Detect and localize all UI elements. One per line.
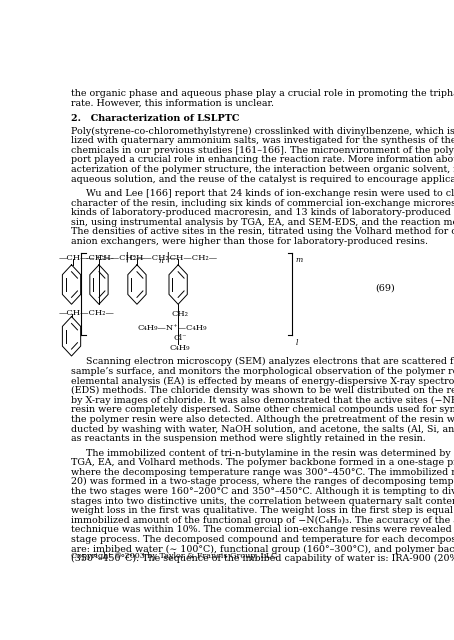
- Text: chemicals in our previous studies [161–166]. The microenvironment of the polymer: chemicals in our previous studies [161–1…: [71, 146, 454, 155]
- Text: 20) was formed in a two-stage process, where the ranges of decomposing temperatu: 20) was formed in a two-stage process, w…: [71, 477, 454, 486]
- Text: (350°–450°C). The sequence of the imbibed capability of water is: IRA-900 (20%) : (350°–450°C). The sequence of the imbibe…: [71, 554, 454, 563]
- Text: The immobilized content of tri-n-butylamine in the resin was determined by the: The immobilized content of tri-n-butylam…: [71, 449, 454, 458]
- Text: C₄H₉: C₄H₉: [169, 344, 190, 351]
- Text: technique was within 10%. The commercial ion-exchange resins were revealed in a : technique was within 10%. The commercial…: [71, 525, 454, 534]
- Text: the polymer resin were also detected. Although the pretreatment of the resin was: the polymer resin were also detected. Al…: [71, 415, 454, 424]
- Text: as reactants in the suspension method were slightly retained in the resin.: as reactants in the suspension method we…: [71, 434, 425, 443]
- Text: Cl⁻: Cl⁻: [174, 334, 188, 342]
- Text: Poly(styrene-co-chloromethylstyrene) crosslinked with divinylbenzene, which is i: Poly(styrene-co-chloromethylstyrene) cro…: [71, 127, 454, 136]
- Text: CH—CH₂—: CH—CH₂—: [167, 254, 217, 262]
- Text: sin, using instrumental analysis by TGA, EA, and SEM-EDS, and the reaction metho: sin, using instrumental analysis by TGA,…: [71, 218, 454, 227]
- Text: n: n: [159, 257, 163, 265]
- Text: character of the resin, including six kinds of commercial ion-exchange microresi: character of the resin, including six ki…: [71, 198, 454, 207]
- Text: lized with quaternary ammonium salts, was investigated for the synthesis of the : lized with quaternary ammonium salts, wa…: [71, 136, 454, 145]
- Text: by X-ray images of chloride. It was also demonstrated that the active sites (−NR: by X-ray images of chloride. It was also…: [71, 396, 454, 404]
- Text: |: |: [164, 252, 171, 262]
- Text: (69): (69): [375, 284, 395, 292]
- Text: l: l: [295, 339, 298, 348]
- Text: Wu and Lee [166] report that 24 kinds of ion-exchange resin were used to clarify: Wu and Lee [166] report that 24 kinds of…: [71, 189, 454, 198]
- Text: kinds of laboratory-produced macroresin, and 13 kinds of laboratory-produced mic: kinds of laboratory-produced macroresin,…: [71, 208, 454, 217]
- Text: CH₂: CH₂: [171, 310, 188, 318]
- Text: stage process. The decomposed compound and temperature for each decomposition st: stage process. The decomposed compound a…: [71, 535, 454, 544]
- Text: ducted by washing with water, NaOH solution, and acetone, the salts (Al, Si, and: ducted by washing with water, NaOH solut…: [71, 424, 454, 434]
- Text: anion exchangers, were higher than those for laboratory-produced resins.: anion exchangers, were higher than those…: [71, 237, 428, 246]
- Text: —CH—CH₂—: —CH—CH₂—: [59, 254, 114, 262]
- Text: — CH—CH₂—: — CH—CH₂—: [86, 254, 144, 262]
- Text: elemental analysis (EA) is effected by means of energy-dispersive X-ray spectrom: elemental analysis (EA) is effected by m…: [71, 376, 454, 385]
- Text: TGA, EA, and Volhard methods. The polymer backbone formed in a one-stage process: TGA, EA, and Volhard methods. The polyme…: [71, 458, 454, 467]
- Text: immobilized amount of the functional group of −N(C₄H₉)₃. The accuracy of the ana: immobilized amount of the functional gro…: [71, 516, 454, 525]
- Text: stages into two distinctive units, the correlation between quaternary salt conte: stages into two distinctive units, the c…: [71, 497, 454, 506]
- Text: where the decomposing temperature range was 300°–450°C. The immobilized resin (m: where the decomposing temperature range …: [71, 468, 454, 477]
- Text: are: imbibed water (∼ 100°C), functional group (160°–300°C), and polymer backbon: are: imbibed water (∼ 100°C), functional…: [71, 545, 454, 554]
- Text: resin were completely dispersed. Some other chemical compounds used for synthesi: resin were completely dispersed. Some ot…: [71, 405, 454, 414]
- Text: acterization of the polymer structure, the interaction between organic solvent, : acterization of the polymer structure, t…: [71, 165, 454, 174]
- Text: The densities of active sites in the resin, titrated using the Volhard method fo: The densities of active sites in the res…: [71, 227, 454, 237]
- Text: |: |: [123, 252, 130, 262]
- Text: rate. However, this information is unclear.: rate. However, this information is uncle…: [71, 99, 274, 108]
- Text: the two stages were 160°–200°C and 350°–450°C. Although it is tempting to divide: the two stages were 160°–200°C and 350°–…: [71, 487, 454, 496]
- Text: CH—CH₂—: CH—CH₂—: [127, 254, 177, 262]
- Text: (EDS) methods. The chloride density was shown to be well distributed on the resi: (EDS) methods. The chloride density was …: [71, 386, 454, 395]
- Text: Scanning electron microscopy (SEM) analyzes electrons that are scattered from th: Scanning electron microscopy (SEM) analy…: [71, 357, 454, 366]
- Text: port played a crucial role in enhancing the reaction rate. More information abou: port played a crucial role in enhancing …: [71, 156, 454, 164]
- Text: —CH—CH₂—: —CH—CH₂—: [59, 309, 114, 317]
- Text: aqueous solution, and the reuse of the catalyst is required to encourage applica: aqueous solution, and the reuse of the c…: [71, 175, 454, 184]
- Text: weight loss in the first was qualitative. The weight loss in the first step is e: weight loss in the first was qualitative…: [71, 506, 454, 515]
- Text: sample’s surface, and monitors the morphological observation of the polymer resi: sample’s surface, and monitors the morph…: [71, 367, 454, 376]
- Text: m: m: [295, 256, 302, 264]
- Text: 2.   Characterization of LSLPTC: 2. Characterization of LSLPTC: [71, 114, 239, 123]
- Text: the organic phase and aqueous phase play a crucial role in promoting the triphas: the organic phase and aqueous phase play…: [71, 89, 454, 98]
- Text: C₄H₉—N⁺—C₄H₉: C₄H₉—N⁺—C₄H₉: [138, 324, 207, 332]
- Text: Copyright © 2003 by Taylor & Francis Group, LLC: Copyright © 2003 by Taylor & Francis Gro…: [71, 552, 277, 560]
